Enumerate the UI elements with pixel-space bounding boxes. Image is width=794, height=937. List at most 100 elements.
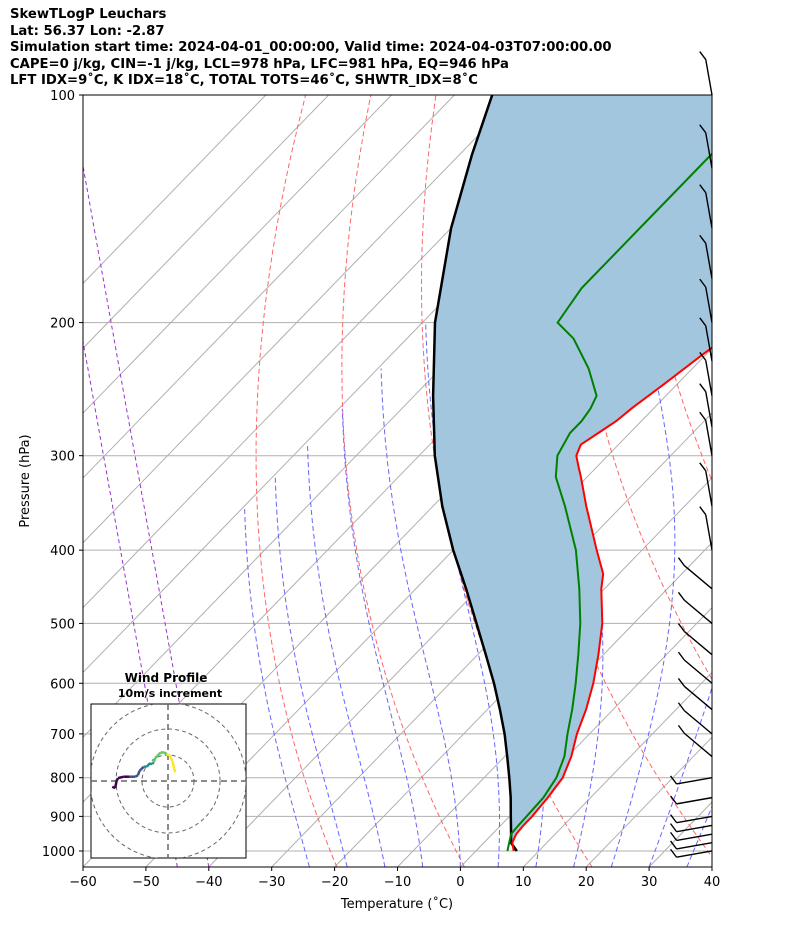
hodograph-segment [172,766,177,773]
hodograph-segment [115,777,120,782]
wind-barb [699,51,713,96]
indices-line-2: LFT IDX=9˚C, K IDX=18˚C, TOTAL TOTS=46˚C… [10,73,478,89]
dry-adiabat-line [255,95,338,867]
hodograph-segment [136,770,141,776]
y-tick-label: 300 [50,450,75,465]
wind-barb [699,124,713,169]
moist-adiabat-line [244,506,310,867]
wind-barb [669,795,713,805]
moist-adiabat-line [648,685,712,867]
y-tick-label: 700 [50,728,75,743]
hodograph-segment [168,754,174,762]
x-axis-label: Temperature (˚C) [340,896,453,912]
wind-barb [699,317,713,362]
hodograph-segment [171,760,175,768]
moist-adiabat-line [380,368,461,867]
y-axis-label: Pressure (hPa) [18,434,33,527]
y-tick-label: 600 [50,677,75,692]
wind-barb [699,462,713,507]
temperature-line [511,346,712,852]
isotherm-line [711,866,712,867]
hodograph-segment [163,751,168,755]
hodograph-segment [145,762,151,768]
y-tick-label: 1000 [42,845,75,860]
x-tick-label: −20 [321,875,348,890]
wind-barb [677,557,713,590]
wind-barb [699,278,713,323]
wind-barb [699,184,713,229]
hodograph-segment [139,765,145,771]
hodograph-subtitle: 10m/s increment [118,687,222,700]
dry-adiabat-line [762,95,794,867]
hodograph-segment [157,751,162,757]
isotherm-line [83,95,329,349]
isotherm-line [208,347,712,867]
wind-barb [677,623,713,656]
dry-adiabat-line [341,95,465,867]
wind-barb [699,506,713,551]
wind-barb [669,831,713,842]
wind-barb [699,351,713,396]
wind-barb [699,234,713,279]
isotherm-line [83,95,455,479]
x-tick-label: 40 [704,875,721,890]
wind-barb [669,823,713,833]
wind-barb [677,702,713,735]
hodograph-segment [152,757,157,763]
y-tick-label: 400 [50,544,75,559]
dry-adiabat-line [495,95,712,858]
y-tick-label: 900 [50,810,75,825]
wind-barb [699,383,713,428]
moist-adiabat-line [307,444,386,867]
dewpoint-line [506,152,712,852]
hodograph-title: Wind Profile [125,671,208,685]
hodograph-segment [151,761,155,765]
isotherm-line [522,671,712,867]
moist-adiabat-line [274,476,348,867]
x-tick-label: 0 [456,875,464,890]
y-tick-label: 500 [50,617,75,632]
hodograph-segment [166,752,171,757]
y-tick-label: 200 [50,317,75,332]
y-tick-label: 100 [50,89,75,104]
wind-barb [669,840,713,850]
x-tick-label: 20 [578,875,595,890]
wind-barb [677,651,713,684]
indices-line-1: CAPE=0 j/kg, CIN=-1 j/kg, LCL=978 hPa, L… [10,56,509,72]
x-tick-label: −50 [132,875,159,890]
moist-adiabat-line [686,805,712,867]
isotherm-line [83,95,267,285]
isotherm-line [334,477,712,867]
wind-barb [677,591,713,624]
x-tick-label: −40 [195,875,222,890]
x-tick-label: 30 [641,875,658,890]
y-tick-label: 800 [50,772,75,787]
wind-barb [669,814,713,824]
isotherm-line [460,606,712,867]
x-tick-label: −10 [384,875,411,890]
dry-adiabat-line [565,95,712,681]
moist-adiabat-line [341,408,424,867]
moist-adiabat-line [425,322,500,867]
x-tick-label: −30 [258,875,285,890]
cin-fill-area [433,95,712,851]
x-tick-label: −60 [69,875,96,890]
wind-barb [677,724,713,758]
chart-title: SkewTLogP Leuchars [10,7,167,22]
hodograph-segment [134,774,139,778]
hodograph-segment [117,775,125,780]
moist-adiabat-line [610,126,676,867]
wind-barb [677,677,713,711]
time-line: Simulation start time: 2024-04-01_00:00:… [10,40,612,56]
x-tick-label: 10 [515,875,532,890]
hodograph-segment [113,780,118,789]
chart-header: SkewTLogP Leuchars Lat: 56.37 Lon: -2.87… [10,7,612,90]
wind-barb [699,411,713,456]
isotherm-line [83,95,392,414]
hodograph-segment [154,754,159,760]
isotherm-line [585,736,712,867]
isotherm-line [271,412,712,867]
hodograph-segment [138,768,142,772]
wind-barb [669,848,713,858]
